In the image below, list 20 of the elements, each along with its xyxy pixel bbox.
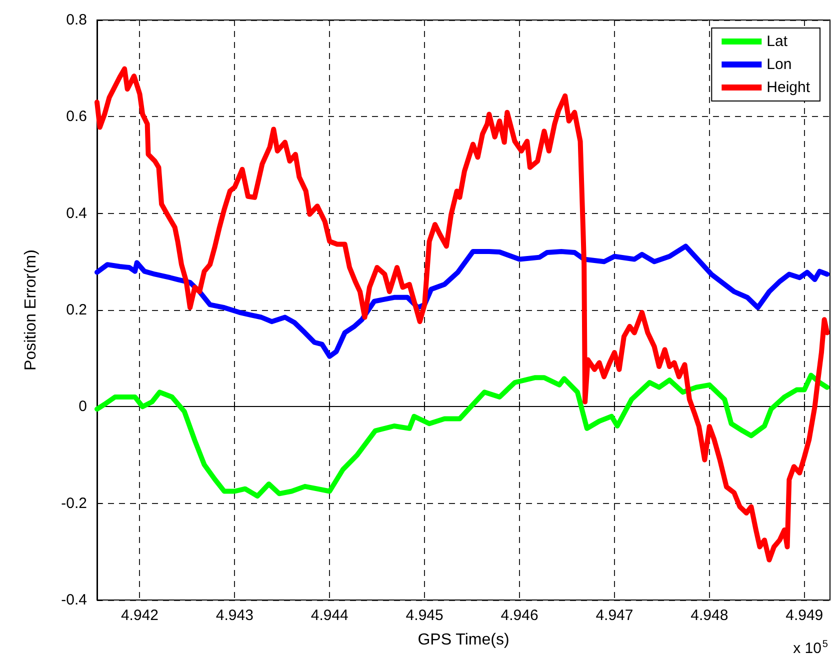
y-tick-label: 0.2	[66, 302, 87, 318]
x-axis-title: GPS Time(s)	[418, 632, 510, 648]
y-tick-label: 0.6	[66, 108, 87, 126]
x-tick-label: 4.945	[406, 607, 444, 624]
y-tick-label: -0.4	[61, 592, 87, 608]
x-tick-label: 4.949	[786, 607, 824, 624]
y-tick-label: 0.4	[66, 204, 87, 222]
x-tick-label: 4.943	[216, 607, 254, 624]
legend-label: Lon	[766, 56, 792, 73]
x-tick-label: 4.947	[596, 607, 634, 624]
y-tick-label: -0.2	[61, 494, 87, 512]
x-tick-label: 4.946	[500, 607, 538, 624]
x-tick-label: 4.948	[690, 607, 728, 624]
x-tick-label: 4.942	[120, 607, 158, 624]
y-tick-label: 0	[78, 398, 87, 416]
y-tick-label: 0.8	[66, 12, 87, 28]
x-tick-label: 4.944	[310, 607, 348, 624]
y-axis-title: Position Error(m)	[22, 250, 40, 370]
legend-label: Lat	[766, 33, 788, 50]
legend-label: Height	[766, 79, 811, 96]
